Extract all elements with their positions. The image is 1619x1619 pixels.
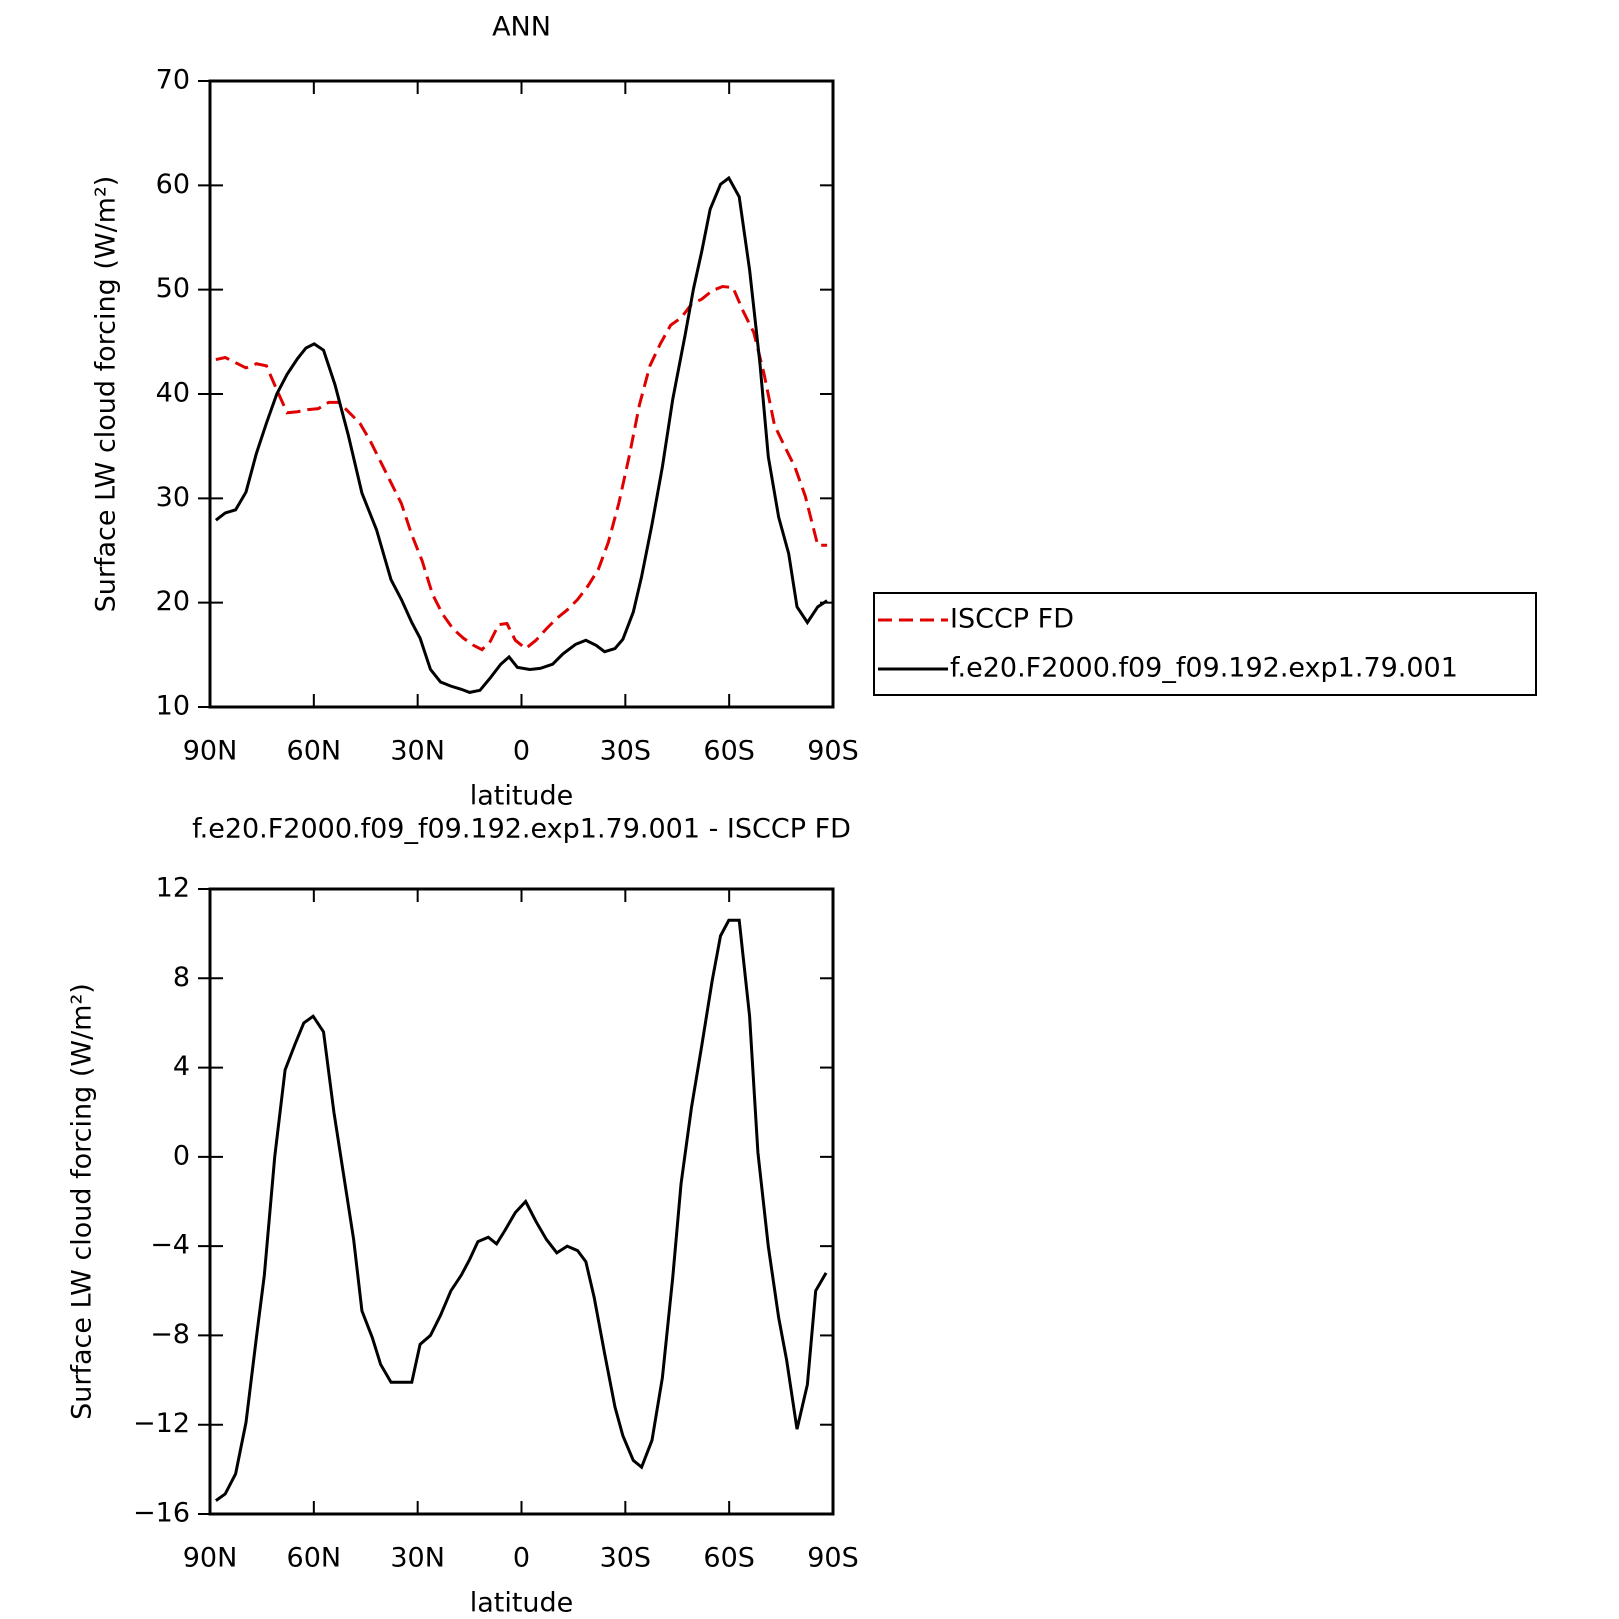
y-tick-label: −12 (133, 1408, 190, 1439)
x-tick-label: 0 (513, 736, 530, 767)
x-axis-label: latitude (470, 1588, 574, 1619)
y-tick-label: 60 (156, 169, 190, 200)
x-axis-label: latitude (470, 781, 574, 812)
y-axis-label: Surface LW cloud forcing (W/m²) (91, 176, 122, 613)
legend-box (873, 592, 1537, 696)
x-tick-label: 0 (513, 1543, 530, 1574)
y-tick-label: −4 (150, 1230, 190, 1261)
x-tick-label: 90N (183, 1543, 238, 1574)
x-tick-label: 30S (600, 1543, 652, 1574)
x-tick-label: 30N (390, 1543, 445, 1574)
legend-label: f.e20.F2000.f09_f09.192.exp1.79.001 (950, 653, 1458, 684)
x-tick-label: 60N (287, 1543, 342, 1574)
y-tick-label: 50 (156, 273, 190, 304)
data-line (215, 918, 828, 1502)
x-tick-label: 90S (807, 1543, 859, 1574)
y-tick-label: 40 (156, 378, 190, 409)
x-tick-label: 30N (390, 736, 445, 767)
x-tick-label: 60N (287, 736, 342, 767)
legend-label: ISCCP FD (950, 604, 1074, 635)
y-tick-label: 12 (156, 873, 190, 904)
y-axis-label: Surface LW cloud forcing (W/m²) (67, 983, 98, 1420)
chart-title: ANN (492, 12, 551, 43)
y-tick-label: −8 (150, 1319, 190, 1350)
y-tick-label: 20 (156, 586, 190, 617)
y-tick-label: 30 (156, 482, 190, 513)
plot-frame (208, 79, 835, 709)
y-tick-label: −16 (133, 1498, 190, 1529)
plot-frame (208, 887, 835, 1516)
x-tick-label: 90S (807, 736, 859, 767)
x-tick-label: 90N (183, 736, 238, 767)
y-tick-label: 4 (173, 1051, 190, 1082)
x-tick-label: 60S (703, 1543, 755, 1574)
data-line (214, 175, 828, 694)
y-tick-label: 10 (156, 691, 190, 722)
x-tick-label: 30S (600, 736, 652, 767)
y-tick-label: 0 (173, 1140, 190, 1171)
y-tick-label: 70 (156, 65, 190, 96)
data-line (215, 285, 828, 652)
y-tick-label: 8 (173, 962, 190, 993)
chart-title: f.e20.F2000.f09_f09.192.exp1.79.001 - IS… (192, 814, 851, 845)
x-tick-label: 60S (703, 736, 755, 767)
